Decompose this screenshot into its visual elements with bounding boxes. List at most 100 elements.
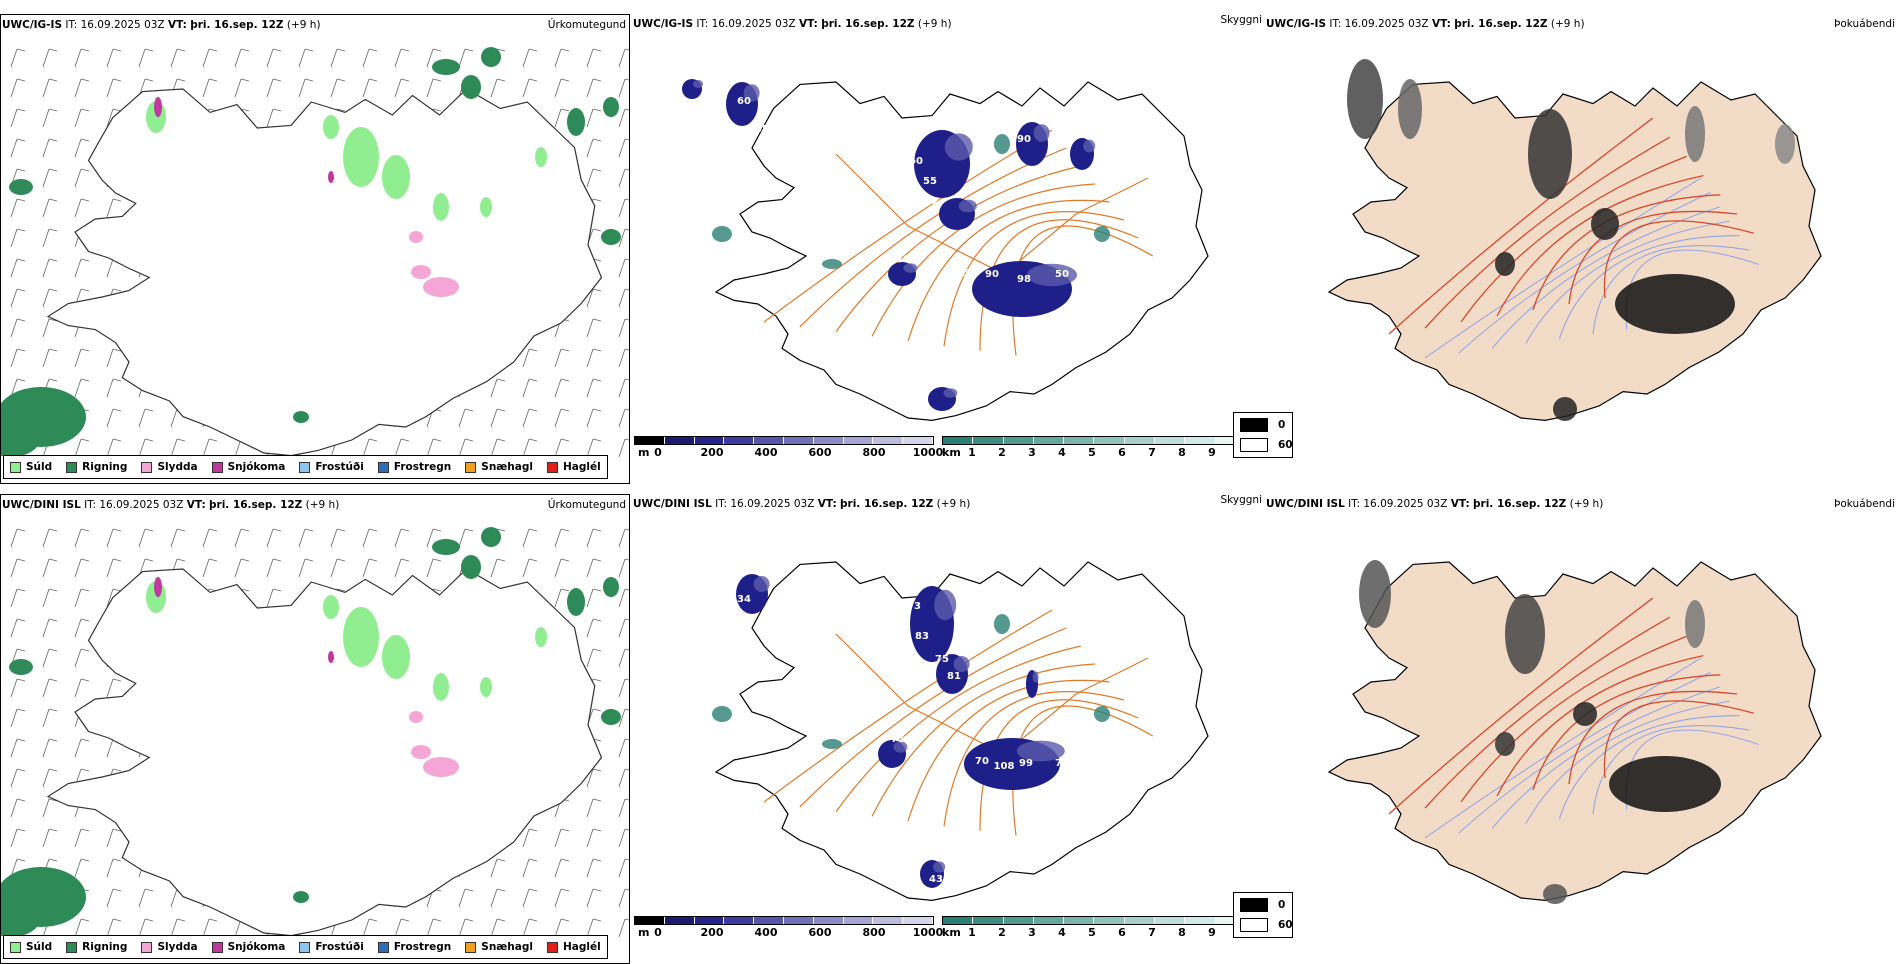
wind-barb [560,108,570,112]
wind-barb [586,648,594,668]
wind-barb [202,528,210,548]
legend-swatch [465,941,477,953]
wind-barb [16,318,26,322]
wind-barb [80,168,90,172]
height-tick: 600 [808,446,832,459]
snow-depth-label: 75 [891,734,905,745]
wind-barb [432,918,442,922]
snow-depth-label: 108 [994,761,1015,772]
wind-barb [426,918,434,938]
wind-barb [426,48,434,68]
wind-barb [592,318,602,322]
visibility-tick: 6 [1118,446,1126,459]
wind-barb [16,858,26,862]
wind-barb [234,558,242,578]
road [1568,690,1738,785]
wind-barb [240,528,250,532]
wind-barb [16,798,26,802]
height-tick: 1000 [912,926,944,939]
height-tick: 400 [754,926,778,939]
title-lead: (+9 h) [936,498,971,510]
wind-barb [522,438,530,458]
wind-barb [432,528,442,532]
fog-area [1591,208,1619,240]
wind-barb [336,78,346,82]
fog-legend-label: 60 [1278,439,1293,451]
wind-barb [528,828,538,832]
snow-depth-label: 94 [895,254,909,265]
title-model: UWC/IG-IS [633,18,694,30]
wind-barb [208,558,218,562]
wind-barb [330,558,338,578]
river [1424,177,1702,359]
snow-depth-area [1032,671,1039,683]
visibility-tick: 4 [1058,446,1066,459]
wind-barb [554,588,562,608]
wind-barb [624,48,629,51]
wind-barb [48,228,58,232]
fog-legend-item: 0 [1240,898,1285,912]
colorbar-step [1064,917,1095,924]
visibility-colorbar-ticks: km12345678910 [942,445,1250,459]
colorbar-step [973,917,1004,924]
title-lead: (+9 h) [917,18,952,30]
precip-area [411,745,431,759]
title-vt-label: VT: [798,18,818,30]
low-visibility-area [822,739,842,749]
wind-barb [48,378,58,382]
wind-barb [16,348,26,352]
wind-barb [624,678,629,681]
wind-barb [16,168,26,172]
wind-barb [298,528,306,548]
wind-barb [432,78,442,82]
wind-barb [74,738,82,758]
fog-area [1347,59,1383,139]
precip-type-panel: UWC/DINI ISL IT: 16.09.2025 03Z VT: þri.… [0,494,630,964]
wind-barb [528,348,538,352]
snow-depth-area [933,861,946,873]
wind-barb [394,558,402,578]
legend-swatch [211,461,223,473]
snow-depth-area [1027,263,1077,287]
wind-barb [400,438,410,442]
wind-barb [522,78,530,98]
wind-barb [560,858,570,862]
wind-barb [112,408,122,412]
wind-barb [522,858,530,878]
title-vt-value: þri. 16.sep. 12Z [1454,18,1548,30]
visibility-label: Skyggni [1220,14,1263,26]
wind-barb [490,888,498,908]
wind-barb [624,528,629,531]
wind-barb [42,678,50,698]
snow-depth-label: 65 [955,268,969,279]
wind-barb [112,588,122,592]
wind-barb [592,138,602,142]
river [1424,657,1702,839]
wind-barb [10,828,18,848]
fog-legend-item: 60 [1240,438,1293,452]
wind-barb [176,558,186,562]
legend-swatch [299,461,311,473]
title-vt-label: VT: [186,499,206,511]
precip-area [433,193,449,221]
wind-barb [176,438,186,442]
title-vt-label: VT: [1431,18,1451,30]
snow-depth-label: 90 [985,269,999,280]
wind-barb [586,318,594,338]
iceland-outline [1327,81,1822,422]
wind-barb [10,528,18,548]
height-unit: m [638,446,650,459]
snow-depth-label: 77 [1055,758,1069,769]
precip-area [535,627,547,647]
wind-barb [272,588,282,592]
wind-barb [42,768,50,788]
snow-depth-area [943,388,958,398]
road [835,645,1081,812]
wind-barb [208,438,218,442]
wind-barb [522,558,530,578]
snow-depth-area [753,576,770,592]
legend-label: Snjókoma [227,461,286,473]
wind-barb [362,918,370,938]
wind-barb [10,708,18,728]
fog-area [1505,594,1545,674]
